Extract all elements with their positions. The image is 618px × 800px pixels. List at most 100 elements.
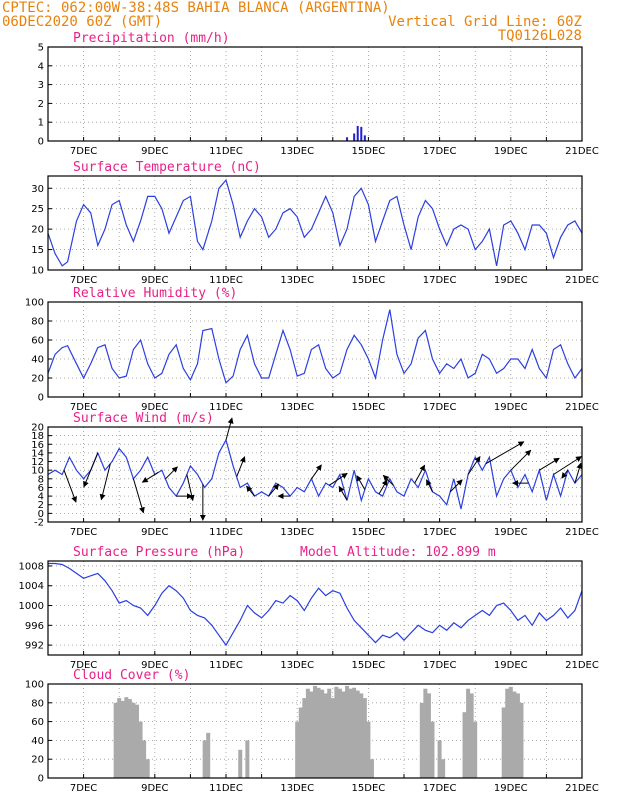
header-grid-note: Vertical Grid Line: 60Z xyxy=(388,14,582,30)
pressure-xtick-0: 7DEC xyxy=(70,660,97,671)
wind-ytick-0: -2 xyxy=(34,518,44,529)
wind-vector-19 xyxy=(382,474,394,486)
humidity-xtick-1: 9DEC xyxy=(141,402,168,413)
precip-ytick-5: 5 xyxy=(38,43,44,54)
cloud-bar-1 xyxy=(117,698,122,778)
temperature-xtick-6: 19DEC xyxy=(494,275,528,286)
wind-vector-9 xyxy=(225,417,234,441)
precip-xtick-2: 11DEC xyxy=(209,146,243,157)
wind-vector-22 xyxy=(449,479,463,493)
precip-xtick-7: 21DEC xyxy=(565,146,599,157)
temperature-line xyxy=(47,178,583,267)
wind-vector-15 xyxy=(328,472,348,486)
pressure-xtick-6: 19DEC xyxy=(494,660,528,671)
cloud-ytick-1: 20 xyxy=(31,755,44,766)
precip-ytick-1: 1 xyxy=(38,118,44,129)
humidity-frame xyxy=(47,301,583,398)
pressure-xtick-1: 9DEC xyxy=(141,660,168,671)
humidity-ytick-1: 20 xyxy=(31,374,44,385)
cloud-bar-34 xyxy=(366,721,371,778)
pressure-xtick-5: 17DEC xyxy=(423,660,457,671)
humidity-xtick-4: 15DEC xyxy=(352,402,386,413)
cloud-bar-25 xyxy=(334,686,339,778)
temperature-frame xyxy=(47,175,583,271)
cloud-bar-10 xyxy=(202,740,207,778)
wind-vector-2 xyxy=(99,463,111,501)
humidity-xtick-0: 7DEC xyxy=(70,402,97,413)
precip-xtick-5: 17DEC xyxy=(423,146,457,157)
wind-ytick-11: 20 xyxy=(31,423,44,434)
precip-frame xyxy=(47,46,583,142)
cloud-bar-29 xyxy=(348,688,353,778)
precip-ytick-4: 4 xyxy=(38,61,44,72)
humidity-xtick-2: 11DEC xyxy=(209,402,243,413)
pressure-frame xyxy=(47,560,583,656)
humidity-ytick-5: 100 xyxy=(25,298,44,309)
cloud-bar-6 xyxy=(135,704,139,778)
humidity-grid xyxy=(48,301,582,398)
wind-line xyxy=(47,438,583,510)
humidity-line xyxy=(47,309,583,384)
humidity-xtick-6: 19DEC xyxy=(494,402,528,413)
cloud-bar-47 xyxy=(505,688,510,778)
cloud-bar-44 xyxy=(469,693,474,778)
humidity-xtick-3: 13DEC xyxy=(280,402,314,413)
cloud-bar-28 xyxy=(345,685,350,778)
precip-bar-1 xyxy=(353,133,356,141)
header-model-id: TQ0126L028 xyxy=(497,28,582,44)
cloud-bar-48 xyxy=(508,686,513,778)
cloud-bar-37 xyxy=(423,688,428,778)
cloud-xtick-1: 9DEC xyxy=(141,783,168,794)
pressure-ytick-1: 996 xyxy=(25,621,44,632)
cloud-bar-50 xyxy=(515,693,520,778)
cloud-xtick-2: 11DEC xyxy=(209,783,243,794)
cloud-bar-42 xyxy=(462,712,467,778)
temperature-xtick-1: 9DEC xyxy=(141,275,168,286)
wind-vector-21 xyxy=(426,479,433,492)
cloud-bar-41 xyxy=(441,759,446,778)
wind-ytick-4: 6 xyxy=(38,483,44,494)
temperature-xtick-7: 21DEC xyxy=(565,275,599,286)
wind-xtick-6: 19DEC xyxy=(494,527,528,538)
cloud-bar-16 xyxy=(302,698,307,778)
cloud-ytick-3: 60 xyxy=(31,717,44,728)
wind-xtick-3: 13DEC xyxy=(280,527,314,538)
temperature-title: Surface Temperature (nC) xyxy=(73,160,261,175)
pressure-ytick-2: 1000 xyxy=(19,601,44,612)
cloud-bar-33 xyxy=(362,698,367,778)
wind-vector-24 xyxy=(485,441,525,465)
cloud-bar-8 xyxy=(142,740,147,778)
cloud-xtick-7: 21DEC xyxy=(565,783,599,794)
wind-ytick-10: 18 xyxy=(31,431,44,442)
wind-ytick-7: 12 xyxy=(31,457,44,468)
wind-vector-25 xyxy=(510,449,532,471)
pressure-xtick-3: 13DEC xyxy=(280,660,314,671)
wind-vector-5 xyxy=(165,466,178,480)
temperature-ytick-1: 15 xyxy=(31,245,44,256)
cloud-frame xyxy=(47,683,583,779)
pressure-ytick-4: 1008 xyxy=(19,561,44,572)
pressure-xtick-2: 11DEC xyxy=(209,660,243,671)
wind-vector-18 xyxy=(378,479,388,495)
wind-vector-23 xyxy=(467,456,481,475)
cloud-ytick-0: 0 xyxy=(38,774,44,785)
wind-vector-0 xyxy=(63,470,77,503)
precip-ytick-0: 0 xyxy=(38,137,44,148)
humidity-title: Relative Humidity (%) xyxy=(73,286,237,301)
cloud-bar-7 xyxy=(138,721,143,778)
pressure-title: Surface Pressure (hPa) xyxy=(73,545,245,560)
temperature-grid xyxy=(48,176,582,271)
precip-grid xyxy=(48,46,582,142)
wind-vector-20 xyxy=(414,464,426,484)
cloud-bar-12 xyxy=(238,749,243,778)
humidity-ytick-4: 80 xyxy=(31,317,44,328)
cloud-bar-39 xyxy=(430,721,435,778)
cloud-bar-35 xyxy=(369,759,374,778)
cloud-bar-27 xyxy=(341,691,346,778)
cloud-ytick-2: 40 xyxy=(31,736,44,747)
precip-bar-3 xyxy=(360,126,363,141)
cloud-bar-43 xyxy=(466,688,471,778)
pressure-xtick-7: 21DEC xyxy=(565,660,599,671)
cloud-bar-23 xyxy=(327,688,332,778)
